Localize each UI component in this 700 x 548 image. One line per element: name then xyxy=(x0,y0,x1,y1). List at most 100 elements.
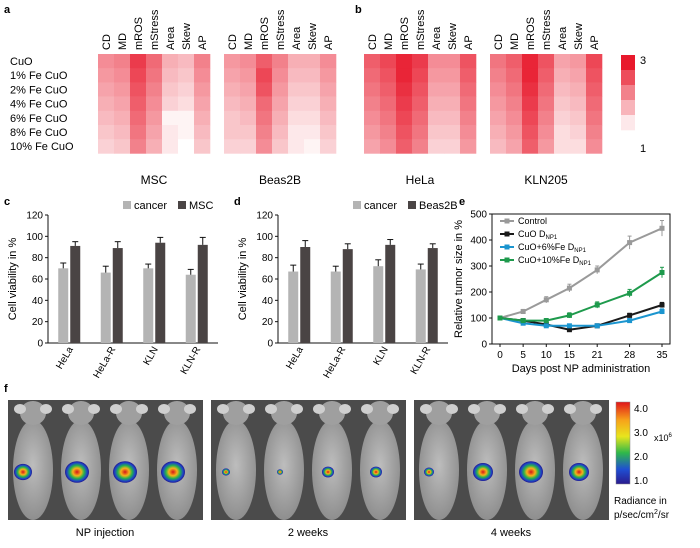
heatmap-cell xyxy=(538,96,555,112)
data-point xyxy=(566,312,572,318)
heatmap-cell xyxy=(130,96,147,112)
radiance-tick-1: 1.0 xyxy=(634,476,648,487)
data-point xyxy=(497,315,503,321)
bar xyxy=(100,272,111,343)
heatmap-cell xyxy=(570,125,587,140)
heatmap-cell xyxy=(178,96,195,112)
heatmap-cell xyxy=(130,68,147,83)
heatmap-cell xyxy=(288,125,305,140)
heatmap-cell xyxy=(554,96,571,112)
heatmap-cell xyxy=(130,139,147,154)
data-point xyxy=(594,302,600,308)
mouse-ear xyxy=(136,404,148,414)
radiance-exponent-power: 6 xyxy=(669,433,673,439)
heatmap-cell xyxy=(490,139,507,154)
data-point xyxy=(566,285,572,291)
mouse-head xyxy=(68,401,94,425)
heatmap-cell xyxy=(460,82,477,97)
mouse-ear xyxy=(88,404,100,414)
heatmap-cell xyxy=(178,54,195,69)
panel-label-d: d xyxy=(234,196,241,208)
heatmap-cell xyxy=(412,54,429,69)
heatmap-cell xyxy=(304,82,321,97)
bar xyxy=(300,247,311,343)
heatmap-cell xyxy=(256,82,273,97)
heatmap-cell xyxy=(538,125,555,140)
mouse-ear xyxy=(361,404,373,414)
data-point xyxy=(594,323,600,329)
heatmap-MSC: CD MD mROS mStress Area Skew AP MSC xyxy=(98,9,211,187)
mouse-body xyxy=(419,420,459,520)
heatmap-cell xyxy=(538,139,555,154)
heatmap-cell xyxy=(224,139,241,154)
legend-swatch xyxy=(178,201,186,209)
x-tick-label: KLN-R xyxy=(409,345,434,376)
heatmap-cell xyxy=(130,82,147,97)
heatmap-cell xyxy=(178,110,195,126)
heatmap-cell xyxy=(570,82,587,97)
mouse-body xyxy=(264,420,304,520)
data-point xyxy=(659,270,665,275)
heatmap-cell xyxy=(114,96,131,112)
heatmap-cell xyxy=(98,110,115,126)
heatmap-cell xyxy=(554,139,571,154)
mouse-head xyxy=(20,401,46,425)
heatmap-cell xyxy=(272,54,289,69)
heatmap-cell xyxy=(586,82,603,97)
y-tick-label: 100 xyxy=(470,314,487,325)
heatmap-cell xyxy=(412,82,429,97)
heatmap-cell xyxy=(240,82,257,97)
heatmap-cell xyxy=(538,68,555,83)
heatmap-cell xyxy=(538,110,555,126)
legend-label-main: CuO+6%Fe D xyxy=(518,242,575,252)
heatmap-cell xyxy=(506,110,523,126)
heatmap-cell xyxy=(444,139,461,154)
heatmap-cell xyxy=(320,125,337,140)
heatmap-cell xyxy=(380,96,397,112)
heatmap-cell xyxy=(98,68,115,83)
mouse-ear xyxy=(313,404,325,414)
mouse-ear xyxy=(291,404,303,414)
caption-4-weeks: 4 weeks xyxy=(491,527,532,539)
data-point xyxy=(627,318,633,324)
heatmap-cell xyxy=(396,96,413,112)
heatmap-title: HeLa xyxy=(406,173,435,187)
heatmap-cell xyxy=(130,125,147,140)
heatmap-column-label: mROS xyxy=(259,17,271,50)
heatmap-cell xyxy=(554,68,571,83)
heatmap-cell xyxy=(256,54,273,69)
heatmap-cell xyxy=(224,54,241,69)
mouse-ear xyxy=(468,404,480,414)
heatmap-cell xyxy=(364,125,381,140)
bar xyxy=(330,271,341,343)
heatmap-cell xyxy=(490,110,507,126)
heatmap-title: MSC xyxy=(141,173,168,187)
heatmap-cell xyxy=(288,54,305,69)
data-point xyxy=(627,240,633,246)
heatmap-cell xyxy=(272,68,289,83)
heatmap-cell xyxy=(570,139,587,154)
y-tick-label: 200 xyxy=(470,288,487,299)
heatmap-cell xyxy=(162,54,179,69)
mouse-head xyxy=(319,401,345,425)
heatmap-cell xyxy=(114,110,131,126)
bar xyxy=(288,271,299,343)
mouse-ear xyxy=(420,404,432,414)
x-tick-label: 5 xyxy=(520,350,526,361)
heatmap-column-label: Skew xyxy=(573,23,585,50)
heatmap-cell xyxy=(522,68,539,83)
heatmap-cell xyxy=(178,125,195,140)
data-point xyxy=(543,297,549,303)
heatmap-column-label: CD xyxy=(367,34,379,50)
heatmap-cell xyxy=(272,125,289,140)
line-chart-e: 0 100 200 300 400 500 0 5 10 15 21 28 35 Days post NP… xyxy=(453,210,671,375)
x-tick-label: HeLa-R xyxy=(92,345,119,380)
data-point xyxy=(520,320,526,326)
y-tick-label: 20 xyxy=(32,317,44,328)
heatmap-cell xyxy=(364,54,381,69)
heatmap-column-label: Skew xyxy=(307,23,319,50)
heatmap-cell xyxy=(570,54,587,69)
heatmap-cell xyxy=(460,139,477,154)
heatmap-cell xyxy=(320,54,337,69)
heatmap-cell xyxy=(146,110,163,126)
